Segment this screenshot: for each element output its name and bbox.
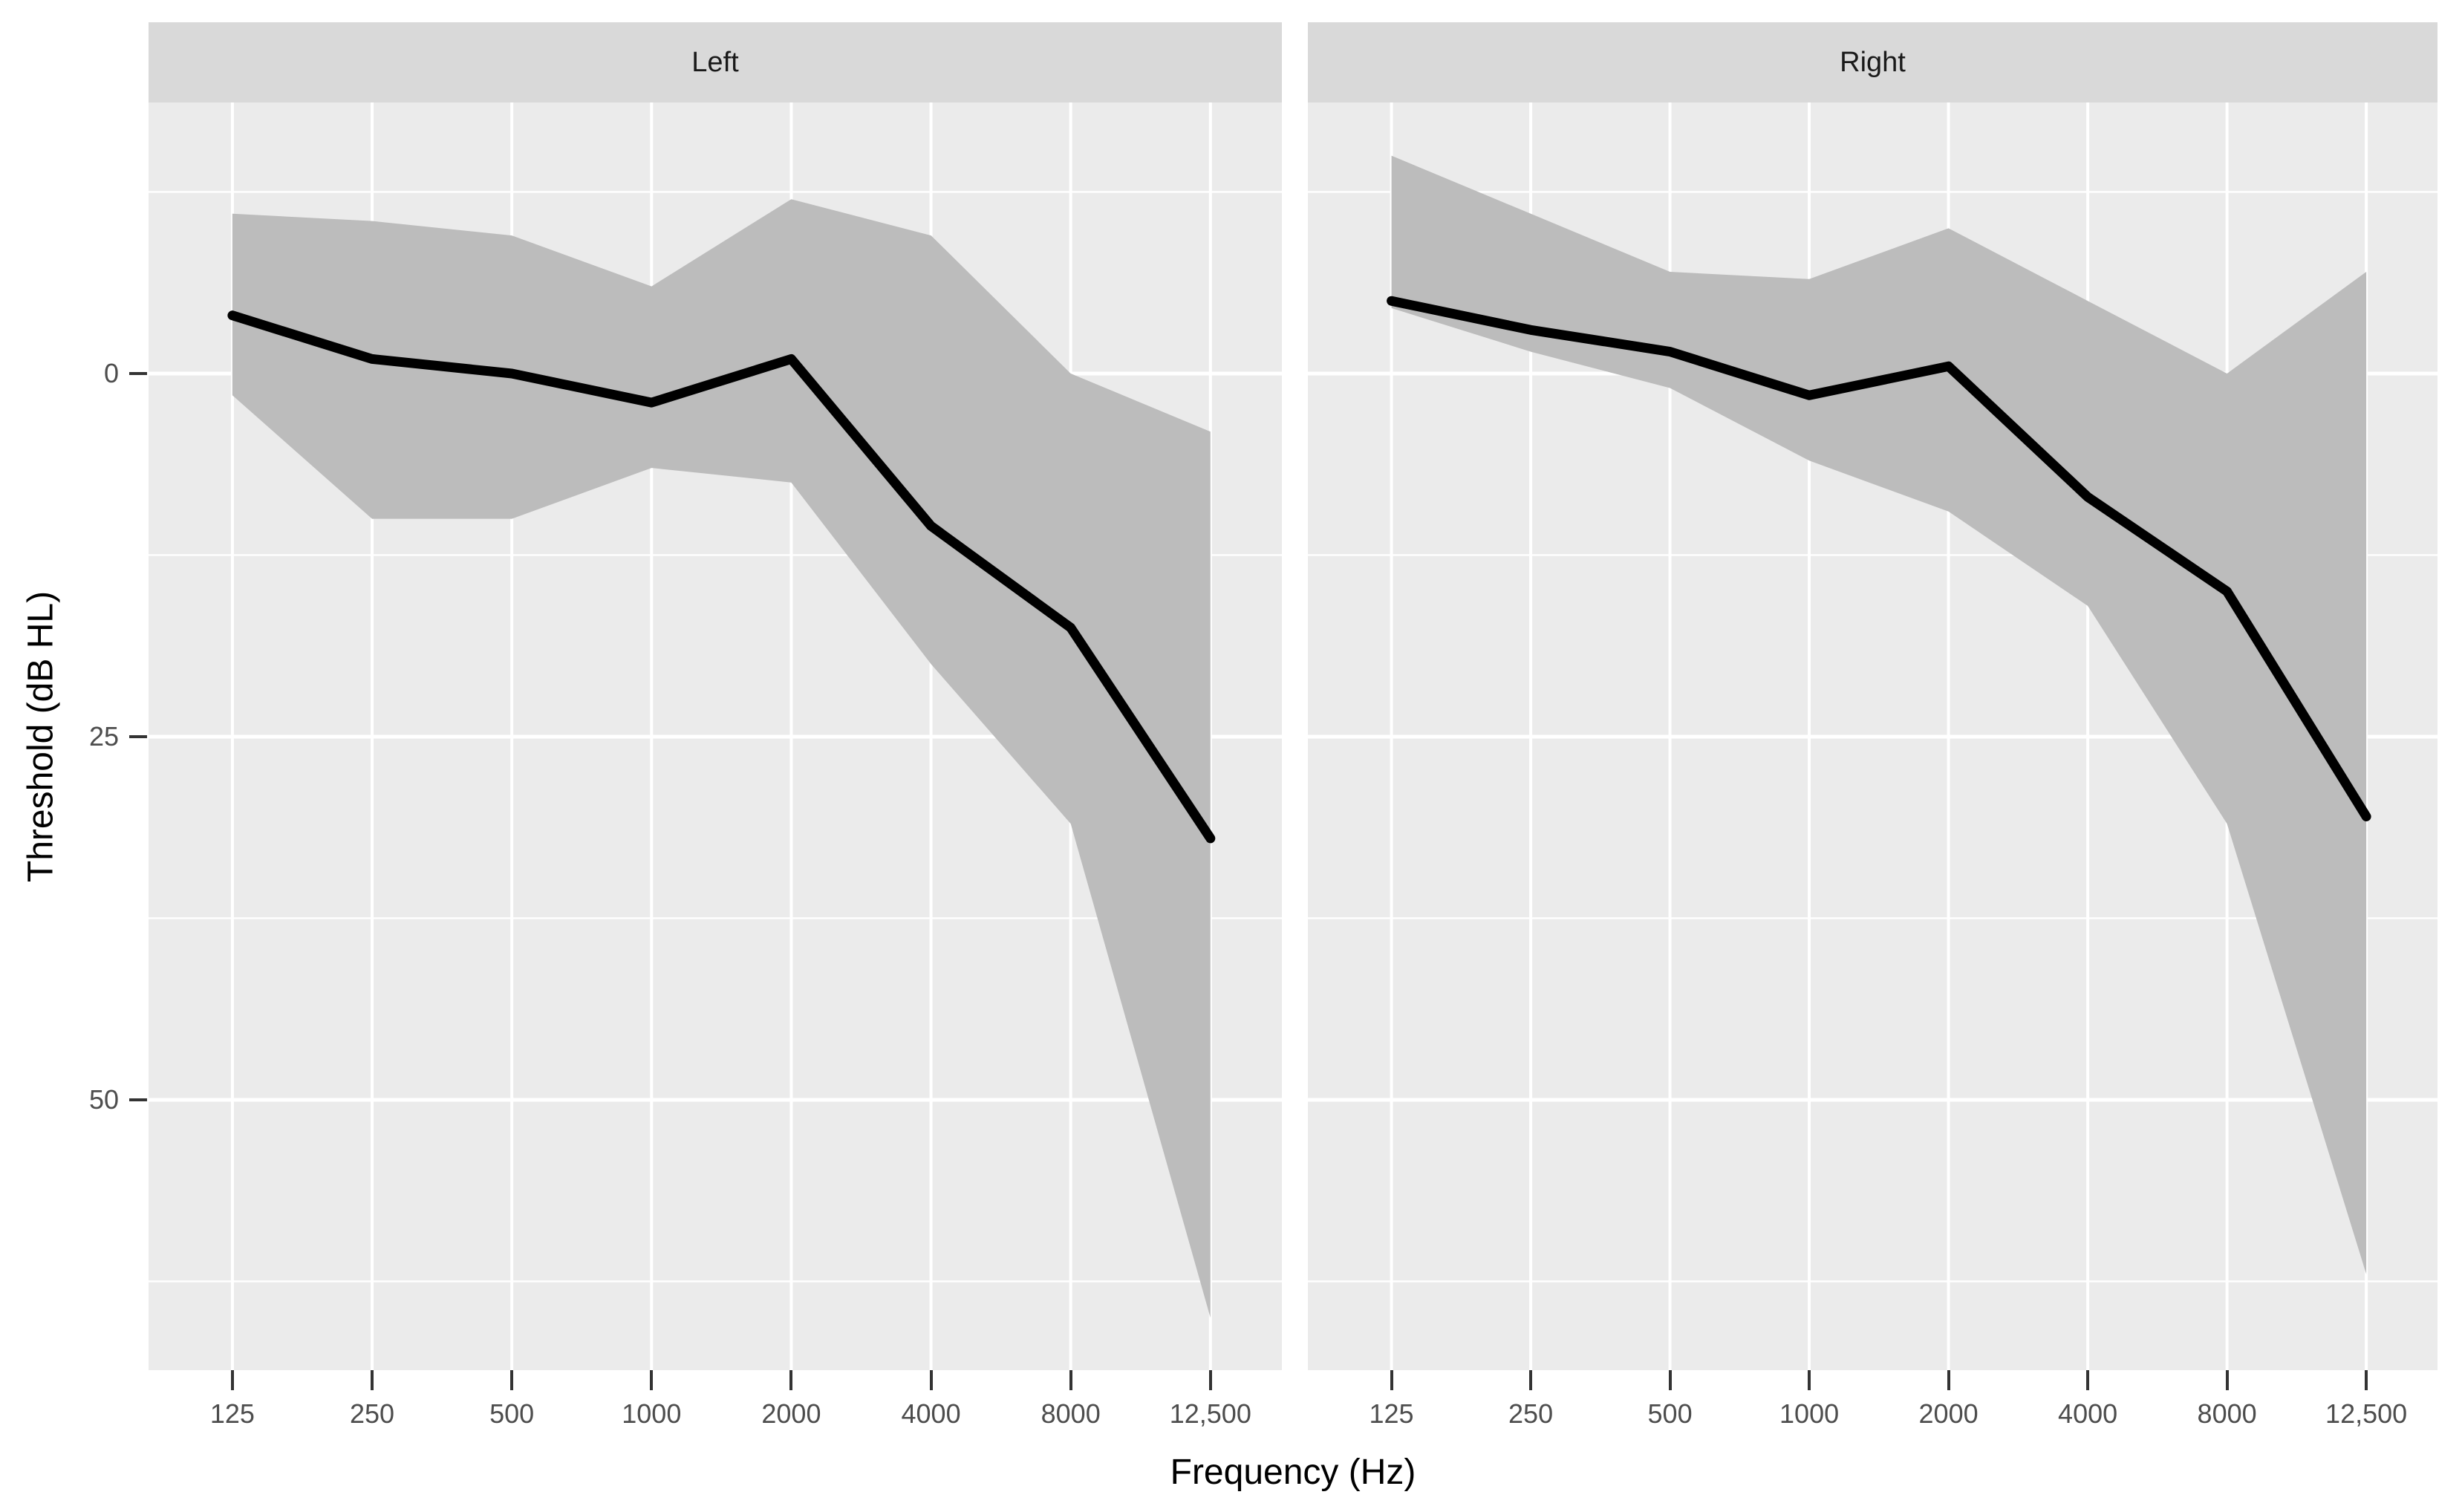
facet-strip-label: Right bbox=[1840, 46, 1906, 78]
x-tick-label: 125 bbox=[209, 1398, 255, 1429]
panel-canvas bbox=[1308, 102, 2437, 1370]
y-tick-mark bbox=[129, 734, 147, 738]
x-tick-mark bbox=[2365, 1370, 2368, 1390]
facet-strip-label: Left bbox=[691, 46, 739, 78]
x-tick-label: 250 bbox=[350, 1398, 395, 1429]
x-tick-mark bbox=[929, 1370, 933, 1390]
x-tick-mark bbox=[650, 1370, 654, 1390]
threshold-range-ribbon bbox=[1391, 155, 2367, 1274]
y-tick-label: 50 bbox=[88, 1084, 119, 1115]
x-tick-mark bbox=[1529, 1370, 1533, 1390]
panel-canvas bbox=[149, 102, 1282, 1370]
x-tick-mark bbox=[230, 1370, 234, 1390]
x-tick-mark bbox=[1208, 1370, 1212, 1390]
x-tick-label: 2000 bbox=[761, 1398, 821, 1429]
x-tick-mark bbox=[1808, 1370, 1811, 1390]
x-tick-mark bbox=[371, 1370, 374, 1390]
y-tick-label: 25 bbox=[88, 720, 119, 752]
x-tick-label: 2000 bbox=[1918, 1398, 1979, 1429]
x-tick-label: 500 bbox=[489, 1398, 535, 1429]
x-tick-label: 250 bbox=[1508, 1398, 1554, 1429]
x-tick-mark bbox=[2086, 1370, 2090, 1390]
x-tick-label: 1000 bbox=[1779, 1398, 1840, 1429]
x-tick-label: 125 bbox=[1369, 1398, 1414, 1429]
x-tick-mark bbox=[789, 1370, 793, 1390]
mean-threshold-line bbox=[227, 310, 1216, 844]
y-tick-label: 0 bbox=[103, 357, 119, 388]
plot-panel-left bbox=[149, 102, 1282, 1370]
x-tick-mark bbox=[1069, 1370, 1072, 1390]
x-tick-mark bbox=[1668, 1370, 1672, 1390]
y-tick-mark bbox=[129, 1098, 147, 1101]
plot-panel-right bbox=[1308, 102, 2437, 1370]
x-tick-label: 8000 bbox=[2197, 1398, 2257, 1429]
x-tick-label: 500 bbox=[1647, 1398, 1693, 1429]
x-tick-mark bbox=[1947, 1370, 1950, 1390]
facet-strip-left: Left bbox=[149, 22, 1282, 102]
threshold-range-ribbon bbox=[232, 199, 1211, 1318]
x-tick-label: 4000 bbox=[2058, 1398, 2118, 1429]
mean-threshold-line bbox=[1387, 296, 2371, 821]
x-tick-mark bbox=[510, 1370, 514, 1390]
x-tick-mark bbox=[2225, 1370, 2229, 1390]
facet-strip-right: Right bbox=[1308, 22, 2437, 102]
x-tick-label: 8000 bbox=[1041, 1398, 1101, 1429]
x-tick-label: 12,500 bbox=[2325, 1398, 2408, 1429]
x-tick-label: 4000 bbox=[901, 1398, 961, 1429]
y-tick-mark bbox=[129, 371, 147, 375]
x-axis-title: Frequency (Hz) bbox=[1170, 1453, 1416, 1492]
x-tick-label: 1000 bbox=[622, 1398, 682, 1429]
x-tick-label: 12,500 bbox=[1169, 1398, 1251, 1429]
y-axis-title: Threshold (dB HL) bbox=[21, 590, 61, 882]
x-tick-mark bbox=[1390, 1370, 1393, 1390]
